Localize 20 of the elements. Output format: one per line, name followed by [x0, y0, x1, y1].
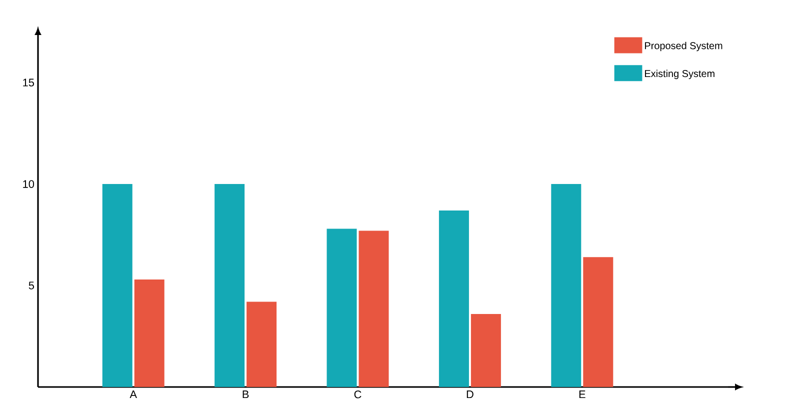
x-tick-label: D	[466, 390, 474, 398]
x-tick-label: E	[579, 390, 586, 398]
bar	[326, 228, 357, 387]
x-tick-label: A	[130, 390, 137, 398]
bar	[583, 257, 614, 387]
legend-label: Proposed System	[645, 42, 722, 52]
bar	[358, 230, 389, 387]
bar	[134, 279, 164, 387]
bar	[102, 184, 132, 387]
bar	[470, 314, 501, 387]
legend-label: Existing System	[645, 70, 714, 80]
x-tick-label: B	[242, 390, 249, 398]
y-tick-label: 15	[23, 78, 34, 86]
bar	[214, 184, 245, 387]
y-tick-label: 10	[23, 180, 34, 188]
y-tick-label: 5	[28, 282, 34, 290]
bar	[246, 302, 277, 387]
bar	[438, 210, 469, 387]
x-tick-label: C	[354, 390, 362, 398]
bar	[551, 184, 582, 387]
